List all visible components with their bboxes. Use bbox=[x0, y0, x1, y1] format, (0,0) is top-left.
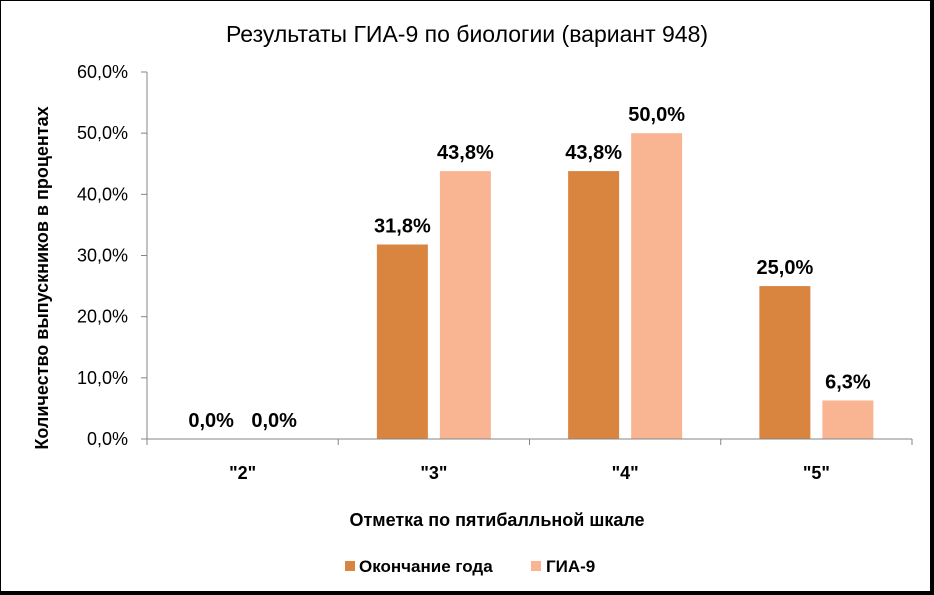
bar-okonchanie-goda-4 bbox=[568, 171, 620, 439]
x-category-label: "2" bbox=[229, 463, 256, 483]
y-tick-label: 40,0% bbox=[77, 184, 128, 204]
chart-title: Результаты ГИА-9 по биологии (вариант 94… bbox=[226, 21, 708, 47]
bar-okonchanie-goda-5 bbox=[759, 286, 811, 439]
data-label-okonchanie-goda-4: 43,8% bbox=[565, 142, 622, 164]
data-labels: 0,0% 0,0% 31,8% 43,8% 43,8% 50,0% 25,0% 6,3% bbox=[188, 104, 871, 432]
legend-label-okonchanie-goda: Окончание года bbox=[359, 557, 493, 576]
legend-label-gia-9: ГИА-9 bbox=[546, 557, 595, 576]
x-category-label: "3" bbox=[420, 463, 447, 483]
bar-gia-9-3 bbox=[439, 171, 491, 439]
data-label-gia-9-5: 6,3% bbox=[825, 371, 871, 393]
y-tick-label: 20,0% bbox=[77, 307, 128, 327]
bar-gia-9-4 bbox=[631, 133, 683, 439]
y-axis-title: Количество выпускников в процентах bbox=[32, 106, 52, 449]
x-axis-title: Отметка по пятибалльной шкале bbox=[349, 510, 644, 530]
data-label-gia-9-3: 43,8% bbox=[437, 142, 494, 164]
y-tick-label: 50,0% bbox=[77, 123, 128, 143]
x-category-label: "4" bbox=[612, 463, 639, 483]
y-tick-label: 10,0% bbox=[77, 368, 128, 388]
data-label-okonchanie-goda-5: 25,0% bbox=[757, 257, 814, 279]
data-label-okonchanie-goda-3: 31,8% bbox=[374, 215, 431, 237]
data-label-gia-9-2: 0,0% bbox=[251, 410, 297, 432]
y-axis-ticks: 0,0% 10,0% 20,0% 30,0% 40,0% 50,0% 60,0% bbox=[77, 62, 147, 449]
x-axis-category-labels: "2" "3" "4" "5" bbox=[229, 463, 830, 483]
bar-gia-9-5 bbox=[822, 400, 874, 439]
legend-swatch-gia-9 bbox=[531, 561, 541, 571]
data-label-gia-9-4: 50,0% bbox=[628, 104, 685, 126]
bar-okonchanie-goda-3 bbox=[376, 244, 428, 439]
legend-swatch-okonchanie-goda bbox=[345, 561, 355, 571]
y-tick-label: 30,0% bbox=[77, 246, 128, 266]
x-axis-ticks bbox=[146, 439, 913, 445]
legend: Окончание года ГИА-9 bbox=[345, 557, 595, 576]
y-tick-label: 0,0% bbox=[87, 429, 128, 449]
x-category-label: "5" bbox=[803, 463, 830, 483]
y-tick-label: 60,0% bbox=[77, 62, 128, 82]
bars bbox=[376, 133, 874, 439]
data-label-okonchanie-goda-2: 0,0% bbox=[188, 410, 234, 432]
